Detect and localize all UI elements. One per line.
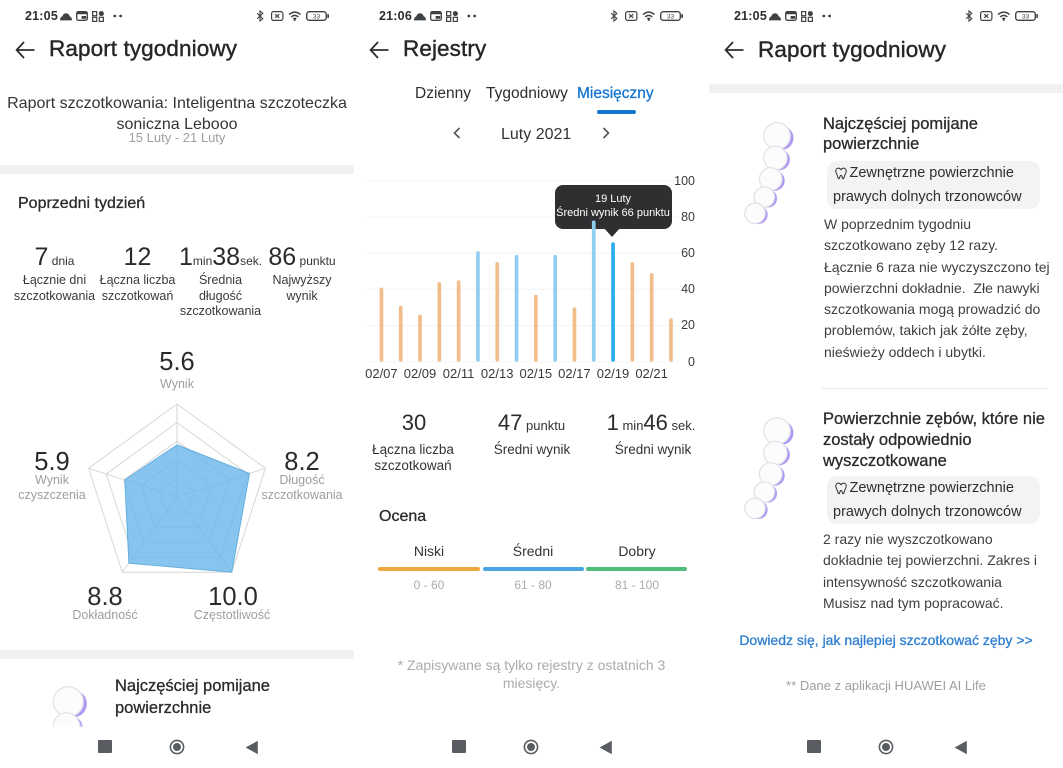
svg-text:33: 33 xyxy=(313,14,321,21)
svg-text:33: 33 xyxy=(667,14,675,21)
svg-text:33: 33 xyxy=(1022,14,1030,21)
